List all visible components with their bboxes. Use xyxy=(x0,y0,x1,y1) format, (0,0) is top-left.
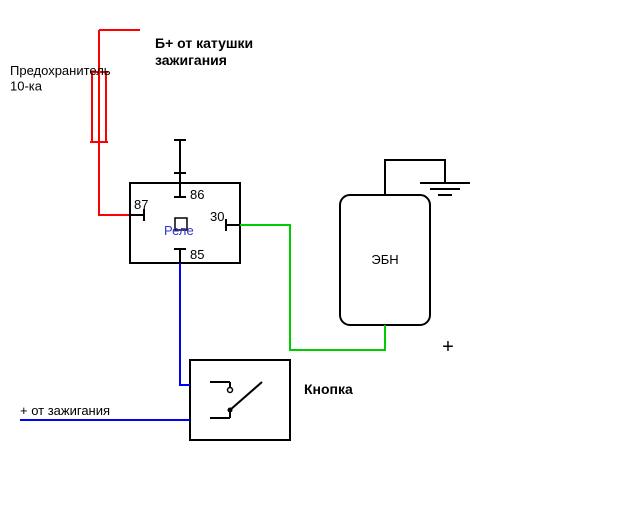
label-ebn: ЭБН xyxy=(371,252,398,267)
label-relay: Реле xyxy=(164,223,194,238)
label-87: 87 xyxy=(134,197,148,212)
btn-pivot-a xyxy=(228,408,233,413)
label-plus: + xyxy=(442,336,454,358)
label-30: 30 xyxy=(210,209,224,224)
btn-pivot-b xyxy=(228,388,233,393)
label-86: 86 xyxy=(190,187,204,202)
label-button: Кнопка xyxy=(304,381,353,397)
label-ignition-plus: + от зажигания xyxy=(20,403,110,418)
label-85: 85 xyxy=(190,247,204,262)
